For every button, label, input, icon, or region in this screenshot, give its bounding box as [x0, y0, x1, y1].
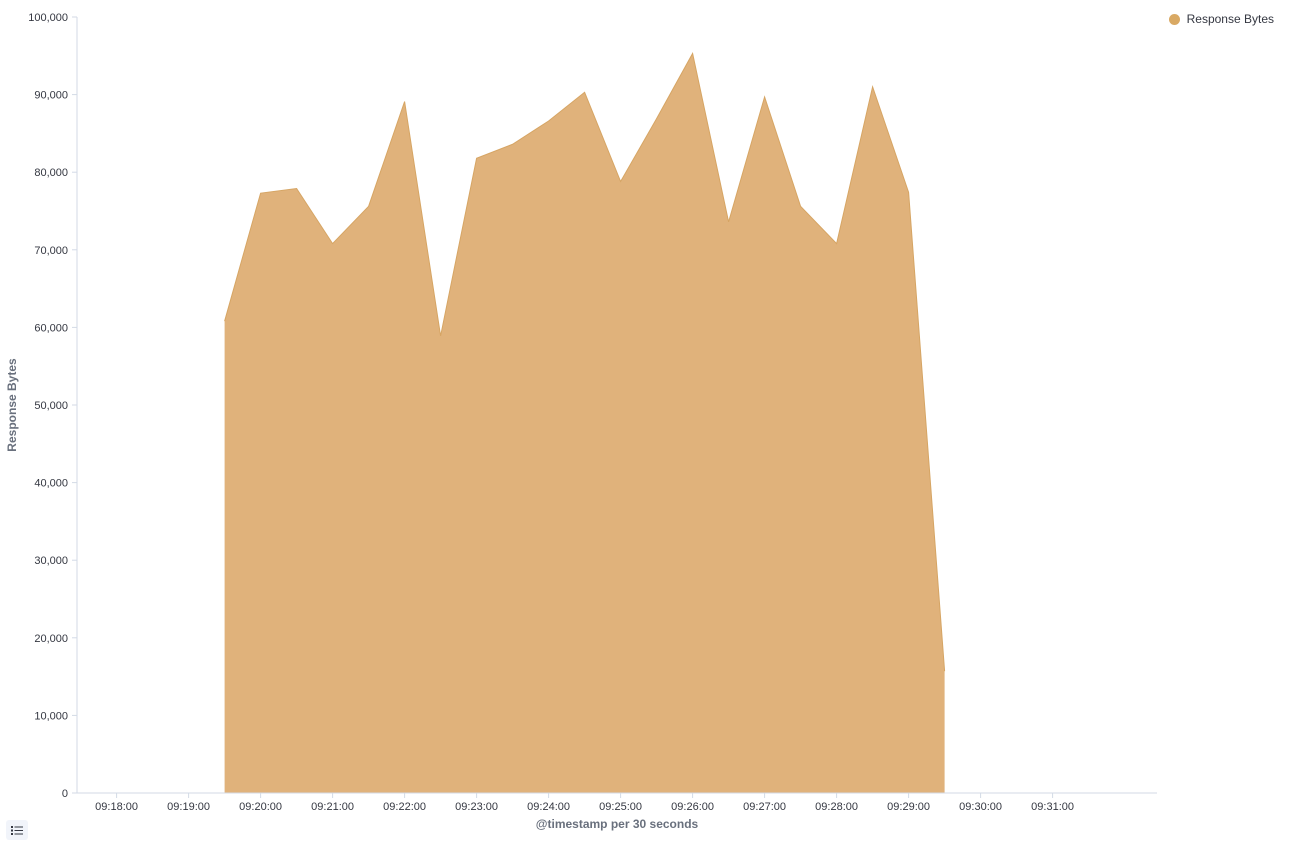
- x-tick-label: 09:22:00: [383, 801, 426, 813]
- y-tick-label: 70,000: [34, 245, 68, 257]
- y-tick-label: 60,000: [34, 322, 68, 334]
- y-tick-label: 30,000: [34, 555, 68, 567]
- y-tick-label: 40,000: [34, 478, 68, 490]
- legend-label: Response Bytes: [1186, 12, 1274, 26]
- y-tick-label: 80,000: [34, 167, 68, 179]
- y-tick-label: 20,000: [34, 633, 68, 645]
- x-tick-label: 09:27:00: [743, 801, 786, 813]
- y-tick-label: 0: [62, 788, 68, 800]
- x-axis-title: @timestamp per 30 seconds: [536, 817, 699, 831]
- y-axis-title: Response Bytes: [5, 358, 19, 452]
- x-tick-label: 09:23:00: [455, 801, 498, 813]
- x-tick-label: 09:20:00: [239, 801, 282, 813]
- x-tick-label: 09:26:00: [671, 801, 714, 813]
- x-tick-label: 09:29:00: [887, 801, 930, 813]
- x-tick-label: 09:31:00: [1031, 801, 1074, 813]
- y-tick-label: 10,000: [34, 710, 68, 722]
- legend-item-response-bytes[interactable]: Response Bytes: [1168, 12, 1274, 26]
- x-tick-label: 09:19:00: [167, 801, 210, 813]
- x-tick-label: 09:18:00: [95, 801, 138, 813]
- legend-color-dot: [1168, 13, 1180, 25]
- x-tick-label: 09:30:00: [959, 801, 1002, 813]
- x-tick-label: 09:25:00: [599, 801, 642, 813]
- y-tick-label: 90,000: [34, 90, 68, 102]
- list-icon: [11, 825, 23, 835]
- x-tick-label: 09:28:00: [815, 801, 858, 813]
- legend-toggle-button[interactable]: [6, 820, 28, 840]
- y-tick-label: 50,000: [34, 400, 68, 412]
- series-area-response-bytes: [224, 53, 945, 794]
- y-tick-label: 100,000: [28, 12, 68, 24]
- x-tick-label: 09:24:00: [527, 801, 570, 813]
- x-tick-label: 09:21:00: [311, 801, 354, 813]
